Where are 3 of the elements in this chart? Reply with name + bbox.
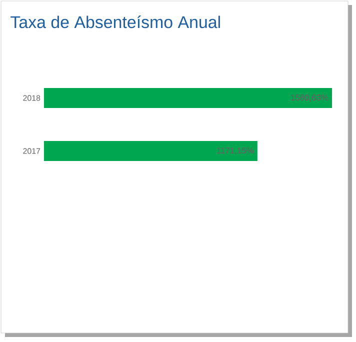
chart-title: Taxa de Absenteísmo Anual xyxy=(10,16,220,28)
data-label: 1171,15% xyxy=(217,148,254,154)
data-label: 1580,63% xyxy=(290,94,328,102)
